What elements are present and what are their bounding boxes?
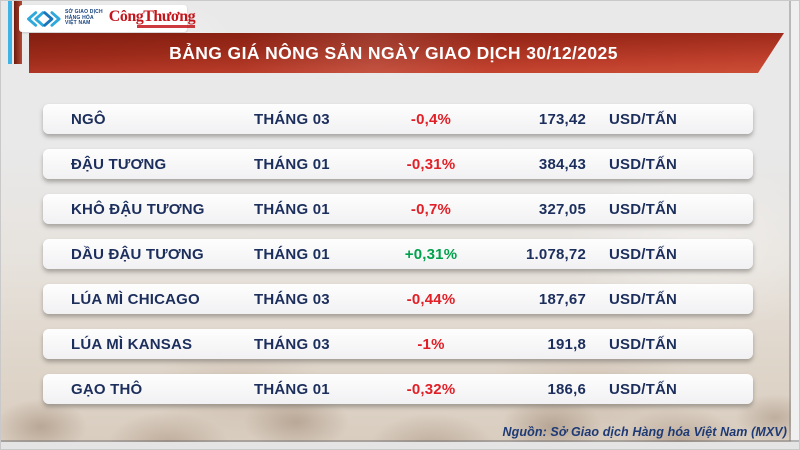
mxv-logo-text: SỞ GIAO DỊCH HÀNG HÓA VIỆT NAM <box>65 9 103 27</box>
table-row: LÚA MÌ CHICAGO THÁNG 03 -0,44% 187,67 US… <box>43 284 753 314</box>
price-value: 327,05 <box>538 200 586 218</box>
left-maroon-stripe <box>14 1 22 64</box>
mxv-text-line1: SỞ GIAO DỊCH <box>65 9 103 16</box>
commodity-name: GẠO THÔ <box>71 380 143 398</box>
mxv-logo-icon <box>27 10 61 27</box>
bottom-edge-strip <box>1 442 799 449</box>
price-unit: USD/TẤN <box>609 380 678 398</box>
contract-month: THÁNG 03 <box>254 290 330 308</box>
price-value: 191,8 <box>547 335 586 353</box>
mxv-text-line2: HÀNG HÓA <box>65 14 94 21</box>
price-value: 1.078,72 <box>526 245 586 263</box>
contract-month: THÁNG 01 <box>254 380 330 398</box>
price-value: 173,42 <box>538 110 586 128</box>
price-unit: USD/TẤN <box>609 155 678 173</box>
table-row: GẠO THÔ THÁNG 01 -0,32% 186,6 USD/TẤN <box>43 374 753 404</box>
change-percent: +0,31% <box>404 245 458 263</box>
contract-month: THÁNG 01 <box>254 245 330 263</box>
contract-month: THÁNG 01 <box>254 155 330 173</box>
commodity-name: LÚA MÌ CHICAGO <box>71 290 200 308</box>
change-percent: -0,4% <box>410 110 452 128</box>
congthuong-logo-text: CôngThương <box>108 8 196 25</box>
price-value: 187,67 <box>538 290 586 308</box>
congthuong-logo-bar <box>137 25 196 28</box>
table-row: DẦU ĐẬU TƯƠNG THÁNG 01 +0,31% 1.078,72 U… <box>43 239 753 269</box>
logo-plate: SỞ GIAO DỊCH HÀNG HÓA VIỆT NAM CôngThươn… <box>19 5 196 32</box>
price-value: 384,43 <box>538 155 586 173</box>
left-cyan-stripe <box>8 1 12 64</box>
contract-month: THÁNG 03 <box>254 110 330 128</box>
commodity-name: NGÔ <box>71 110 106 128</box>
congthuong-logo: CôngThương <box>108 8 196 28</box>
commodity-name: LÚA MÌ KANSAS <box>71 335 193 353</box>
mxv-text-line3: VIỆT NAM <box>65 20 91 27</box>
price-unit: USD/TẤN <box>609 335 678 353</box>
contract-month: THÁNG 03 <box>254 335 330 353</box>
commodity-name: ĐẬU TƯƠNG <box>71 155 167 173</box>
change-percent: -0,7% <box>410 200 452 218</box>
table-row: ĐẬU TƯƠNG THÁNG 01 -0,31% 384,43 USD/TẤN <box>43 149 753 179</box>
change-percent: -1% <box>417 335 445 353</box>
source-note: Nguồn: Sở Giao dịch Hàng hóa Việt Nam (M… <box>502 425 787 439</box>
contract-month: THÁNG 01 <box>254 200 330 218</box>
title-banner: BẢNG GIÁ NÔNG SẢN NGÀY GIAO DỊCH 30/12/2… <box>29 33 784 73</box>
price-unit: USD/TẤN <box>609 290 678 308</box>
commodity-name: DẦU ĐẬU TƯƠNG <box>71 245 204 263</box>
change-percent: -0,32% <box>406 380 456 398</box>
right-edge-strip <box>791 1 799 449</box>
table-row: LÚA MÌ KANSAS THÁNG 03 -1% 191,8 USD/TẤN <box>43 329 753 359</box>
price-table: NGÔ THÁNG 03 -0,4% 173,42 USD/TẤN ĐẬU TƯ… <box>43 104 753 419</box>
table-row: KHÔ ĐẬU TƯƠNG THÁNG 01 -0,7% 327,05 USD/… <box>43 194 753 224</box>
table-row: NGÔ THÁNG 03 -0,4% 173,42 USD/TẤN <box>43 104 753 134</box>
change-percent: -0,31% <box>406 155 456 173</box>
bottom-edge-line <box>1 440 799 442</box>
page-title: BẢNG GIÁ NÔNG SẢN NGÀY GIAO DỊCH 30/12/2… <box>169 42 618 63</box>
price-unit: USD/TẤN <box>609 245 678 263</box>
commodity-name: KHÔ ĐẬU TƯƠNG <box>71 200 205 218</box>
price-unit: USD/TẤN <box>609 110 678 128</box>
price-value: 186,6 <box>547 380 586 398</box>
change-percent: -0,44% <box>406 290 456 308</box>
right-edge-line <box>789 1 791 441</box>
price-unit: USD/TẤN <box>609 200 678 218</box>
